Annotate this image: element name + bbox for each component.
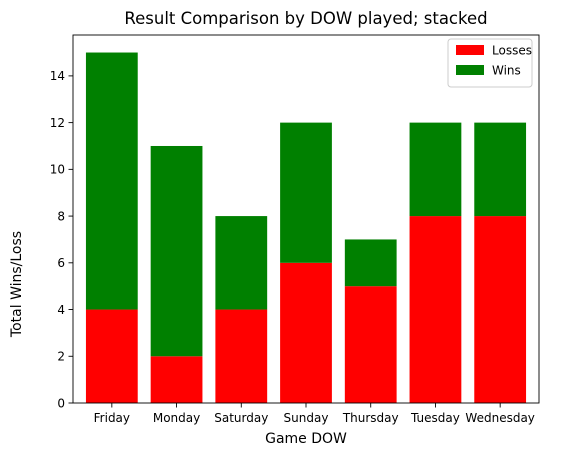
x-tick-label-saturday: Saturday (214, 411, 268, 425)
bar-losses-tuesday (409, 216, 462, 403)
legend-swatch-wins (456, 65, 484, 75)
x-tick-label-tuesday: Tuesday (410, 411, 460, 425)
y-tick-label: 4 (57, 303, 65, 317)
y-axis-label: Total Wins/Loss (9, 231, 25, 338)
bar-wins-friday (85, 52, 138, 310)
chart-title: Result Comparison by DOW played; stacked (124, 9, 487, 28)
bar-wins-monday (150, 145, 203, 357)
bar-wins-saturday (215, 216, 268, 310)
y-tick-label: 2 (57, 350, 65, 364)
legend-label-wins: Wins (492, 64, 521, 78)
bar-wins-sunday (280, 122, 332, 263)
y-tick-label: 0 (57, 396, 65, 410)
y-tick-label: 10 (50, 163, 65, 177)
legend: Losses Wins (447, 38, 533, 88)
bar-losses-sunday (280, 262, 332, 403)
bar-wins-wednesday (474, 122, 527, 217)
legend-label-losses: Losses (492, 44, 532, 58)
x-tick-label-sunday: Sunday (284, 411, 329, 425)
y-tick-label: 14 (50, 69, 65, 83)
bar-losses-monday (150, 356, 203, 403)
bar-losses-friday (85, 309, 138, 403)
x-tick-label-friday: Friday (94, 411, 130, 425)
x-tick-label-wednesday: Wednesday (465, 411, 534, 425)
plot-area (85, 52, 527, 403)
x-tick-label-thursday: Thursday (342, 411, 399, 425)
y-tick-label: 6 (57, 256, 65, 270)
bar-losses-saturday (215, 309, 268, 403)
y-tick-label: 12 (50, 116, 65, 130)
legend-swatch-losses (456, 45, 484, 55)
x-tick-label-monday: Monday (153, 411, 200, 425)
bar-losses-thursday (344, 286, 397, 403)
bar-wins-thursday (344, 239, 397, 287)
x-axis-label: Game DOW (265, 431, 347, 447)
axes: 0 2 4 6 8 10 12 14 Friday Monday Saturday Sunday Thu… (50, 34, 540, 425)
y-tick-label: 8 (57, 209, 65, 223)
bar-wins-tuesday (409, 122, 462, 217)
bar-losses-wednesday (474, 216, 527, 403)
